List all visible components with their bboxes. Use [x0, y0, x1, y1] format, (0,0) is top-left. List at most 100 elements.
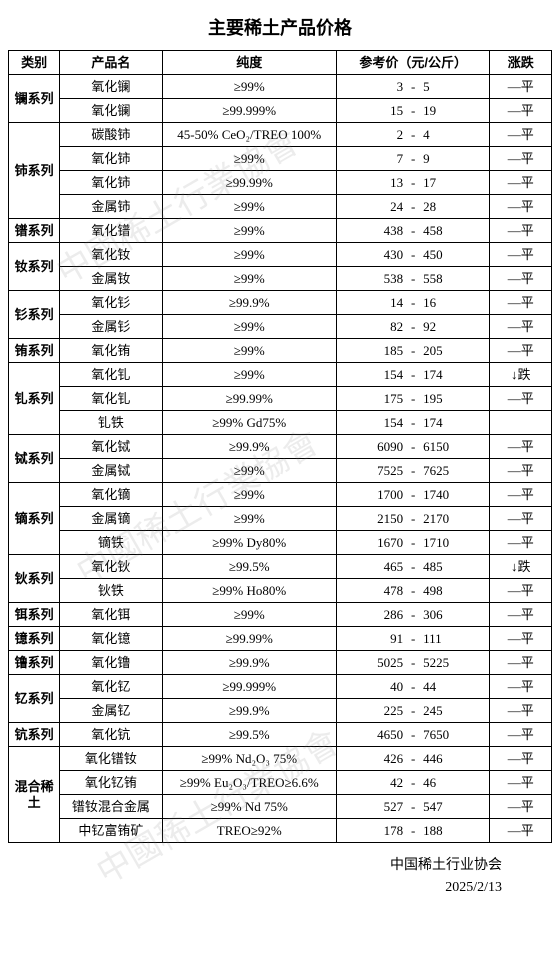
category-cell: 钬系列 — [9, 555, 60, 603]
table-row: 金属铽≥99%7525-7625—平 — [9, 459, 552, 483]
price-cell: 430-450 — [336, 243, 490, 267]
price-high: 245 — [423, 703, 471, 719]
trend-cell: —平 — [490, 435, 552, 459]
price-cell: 438-458 — [336, 219, 490, 243]
price-high: 174 — [423, 415, 471, 431]
trend-cell: —平 — [490, 147, 552, 171]
product-cell: 金属铈 — [60, 195, 162, 219]
product-cell: 氧化镧 — [60, 99, 162, 123]
category-cell: 铽系列 — [9, 435, 60, 483]
price-high: 450 — [423, 247, 471, 263]
price-high: 111 — [423, 631, 471, 647]
price-sep: - — [403, 655, 423, 671]
price-high: 46 — [423, 775, 471, 791]
trend-cell — [490, 411, 552, 435]
price-cell: 40-44 — [336, 675, 490, 699]
price-cell: 7525-7625 — [336, 459, 490, 483]
price-cell: 478-498 — [336, 579, 490, 603]
purity-cell: ≥99% Nd₂O₃ 75% — [162, 747, 336, 771]
price-high: 205 — [423, 343, 471, 359]
product-cell: 氧化钆 — [60, 387, 162, 411]
trend-cell: —平 — [490, 579, 552, 603]
trend-cell: —平 — [490, 771, 552, 795]
price-sep: - — [403, 439, 423, 455]
trend-cell: —平 — [490, 195, 552, 219]
price-sep: - — [403, 775, 423, 791]
purity-cell: ≥99% — [162, 339, 336, 363]
price-cell: 527-547 — [336, 795, 490, 819]
price-cell: 5025-5225 — [336, 651, 490, 675]
price-high: 9 — [423, 151, 471, 167]
trend-cell: —平 — [490, 243, 552, 267]
col-product: 产品名 — [60, 51, 162, 75]
price-sep: - — [403, 751, 423, 767]
table-row: 钬铁≥99% Ho80%478-498—平 — [9, 579, 552, 603]
table-row: 铒系列氧化铒≥99%286-306—平 — [9, 603, 552, 627]
price-high: 498 — [423, 583, 471, 599]
trend-cell: —平 — [490, 603, 552, 627]
product-cell: 氧化镝 — [60, 483, 162, 507]
table-row: 氧化铈≥99.99%13-17—平 — [9, 171, 552, 195]
purity-cell: ≥99.9% — [162, 651, 336, 675]
product-cell: 氧化钇 — [60, 675, 162, 699]
price-high: 17 — [423, 175, 471, 191]
table-row: 钆铁≥99% Gd75%154-174 — [9, 411, 552, 435]
price-low: 225 — [355, 703, 403, 719]
purity-cell: ≥99% — [162, 243, 336, 267]
trend-cell: ↓跌 — [490, 555, 552, 579]
trend-cell: —平 — [490, 699, 552, 723]
price-low: 465 — [355, 559, 403, 575]
price-cell: 6090-6150 — [336, 435, 490, 459]
price-high: 92 — [423, 319, 471, 335]
category-cell: 镱系列 — [9, 627, 60, 651]
price-low: 13 — [355, 175, 403, 191]
product-cell: 碳酸铈 — [60, 123, 162, 147]
table-row: 铽系列氧化铽≥99.9%6090-6150—平 — [9, 435, 552, 459]
table-row: 氧化镧≥99.999%15-19—平 — [9, 99, 552, 123]
table-row: 钬系列氧化钬≥99.5%465-485↓跌 — [9, 555, 552, 579]
table-row: 铈系列碳酸铈45-50% CeO₂/TREO 100%2-4—平 — [9, 123, 552, 147]
price-low: 185 — [355, 343, 403, 359]
price-table: 类别 产品名 纯度 参考价（元/公斤） 涨跌 镧系列氧化镧≥99%3-5—平氧化… — [8, 50, 552, 843]
purity-cell: ≥99% — [162, 315, 336, 339]
purity-cell: ≥99.9% — [162, 435, 336, 459]
purity-cell: ≥99% — [162, 363, 336, 387]
price-cell: 426-446 — [336, 747, 490, 771]
product-cell: 氧化镥 — [60, 651, 162, 675]
price-high: 28 — [423, 199, 471, 215]
table-row: 钪系列氧化钪≥99.5%4650-7650—平 — [9, 723, 552, 747]
price-low: 1670 — [355, 535, 403, 551]
trend-cell: —平 — [490, 747, 552, 771]
price-high: 16 — [423, 295, 471, 311]
table-row: 钇系列氧化钇≥99.999%40-44—平 — [9, 675, 552, 699]
purity-cell: ≥99.99% — [162, 387, 336, 411]
price-cell: 7-9 — [336, 147, 490, 171]
price-sep: - — [403, 367, 423, 383]
product-cell: 钆铁 — [60, 411, 162, 435]
price-low: 154 — [355, 415, 403, 431]
price-high: 44 — [423, 679, 471, 695]
product-cell: 金属钕 — [60, 267, 162, 291]
trend-cell: —平 — [490, 315, 552, 339]
col-category: 类别 — [9, 51, 60, 75]
product-cell: 金属钐 — [60, 315, 162, 339]
purity-cell: ≥99% — [162, 459, 336, 483]
price-low: 178 — [355, 823, 403, 839]
price-sep: - — [403, 727, 423, 743]
category-cell: 镨系列 — [9, 219, 60, 243]
trend-cell: —平 — [490, 651, 552, 675]
trend-cell: —平 — [490, 99, 552, 123]
price-high: 5225 — [423, 655, 471, 671]
price-low: 40 — [355, 679, 403, 695]
purity-cell: ≥99.5% — [162, 723, 336, 747]
price-sep: - — [403, 199, 423, 215]
price-low: 175 — [355, 391, 403, 407]
price-cell: 15-19 — [336, 99, 490, 123]
category-cell: 钪系列 — [9, 723, 60, 747]
price-high: 174 — [423, 367, 471, 383]
purity-cell: ≥99.999% — [162, 675, 336, 699]
purity-cell: ≥99% — [162, 483, 336, 507]
table-row: 金属铈≥99%24-28—平 — [9, 195, 552, 219]
table-row: 氧化铈≥99%7-9—平 — [9, 147, 552, 171]
price-sep: - — [403, 487, 423, 503]
